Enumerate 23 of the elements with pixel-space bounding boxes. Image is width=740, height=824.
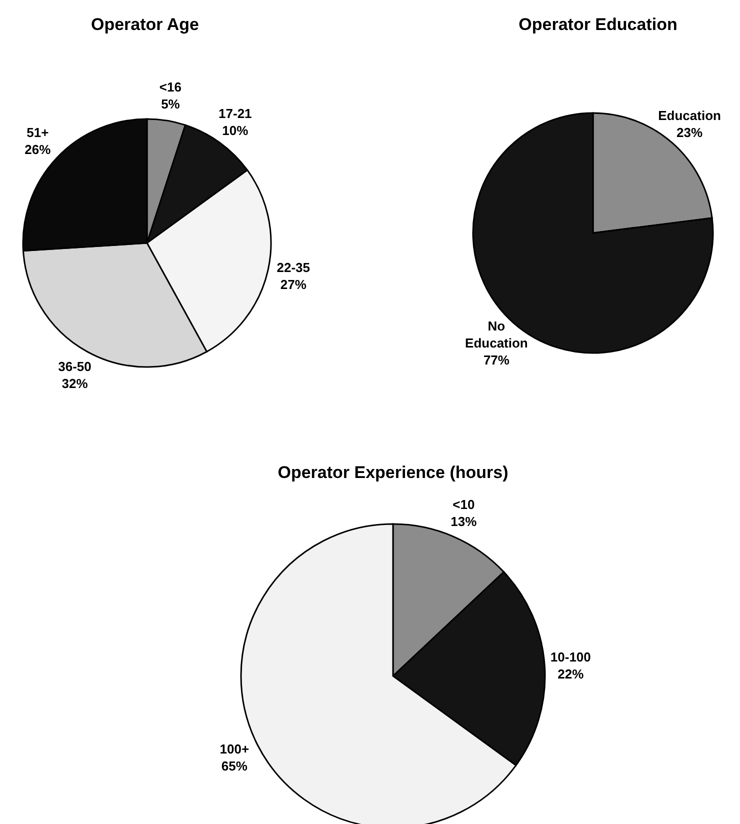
slice-label: 22-35: [276, 260, 310, 276]
slice-label: 17-21: [218, 106, 252, 122]
slice-label: 100+: [220, 741, 250, 756]
data-label: 26%: [24, 142, 52, 157]
data-label: 65%: [221, 758, 248, 774]
slice-label: No Education: [465, 318, 528, 351]
chart-title: Operator Education: [518, 15, 678, 34]
data-label: 23%: [676, 124, 703, 140]
data-label: 10%: [222, 123, 249, 138]
slice-label: Education: [658, 108, 722, 123]
slice-label: <16: [159, 79, 182, 94]
chart-title: Operator Age: [90, 15, 200, 34]
slice-label: 51+: [26, 124, 50, 140]
slice-label: 10-100: [550, 649, 591, 664]
data-label: 32%: [62, 376, 88, 391]
data-label: 27%: [280, 277, 307, 292]
data-label: 22%: [558, 666, 584, 682]
data-label: 77%: [483, 352, 510, 368]
slice-label: <10: [452, 497, 475, 512]
data-label: 13%: [450, 514, 478, 530]
slice-label: 36-50: [58, 358, 92, 374]
chart-title: Operator Experience (hours): [278, 463, 508, 482]
data-label: 5%: [161, 96, 180, 112]
